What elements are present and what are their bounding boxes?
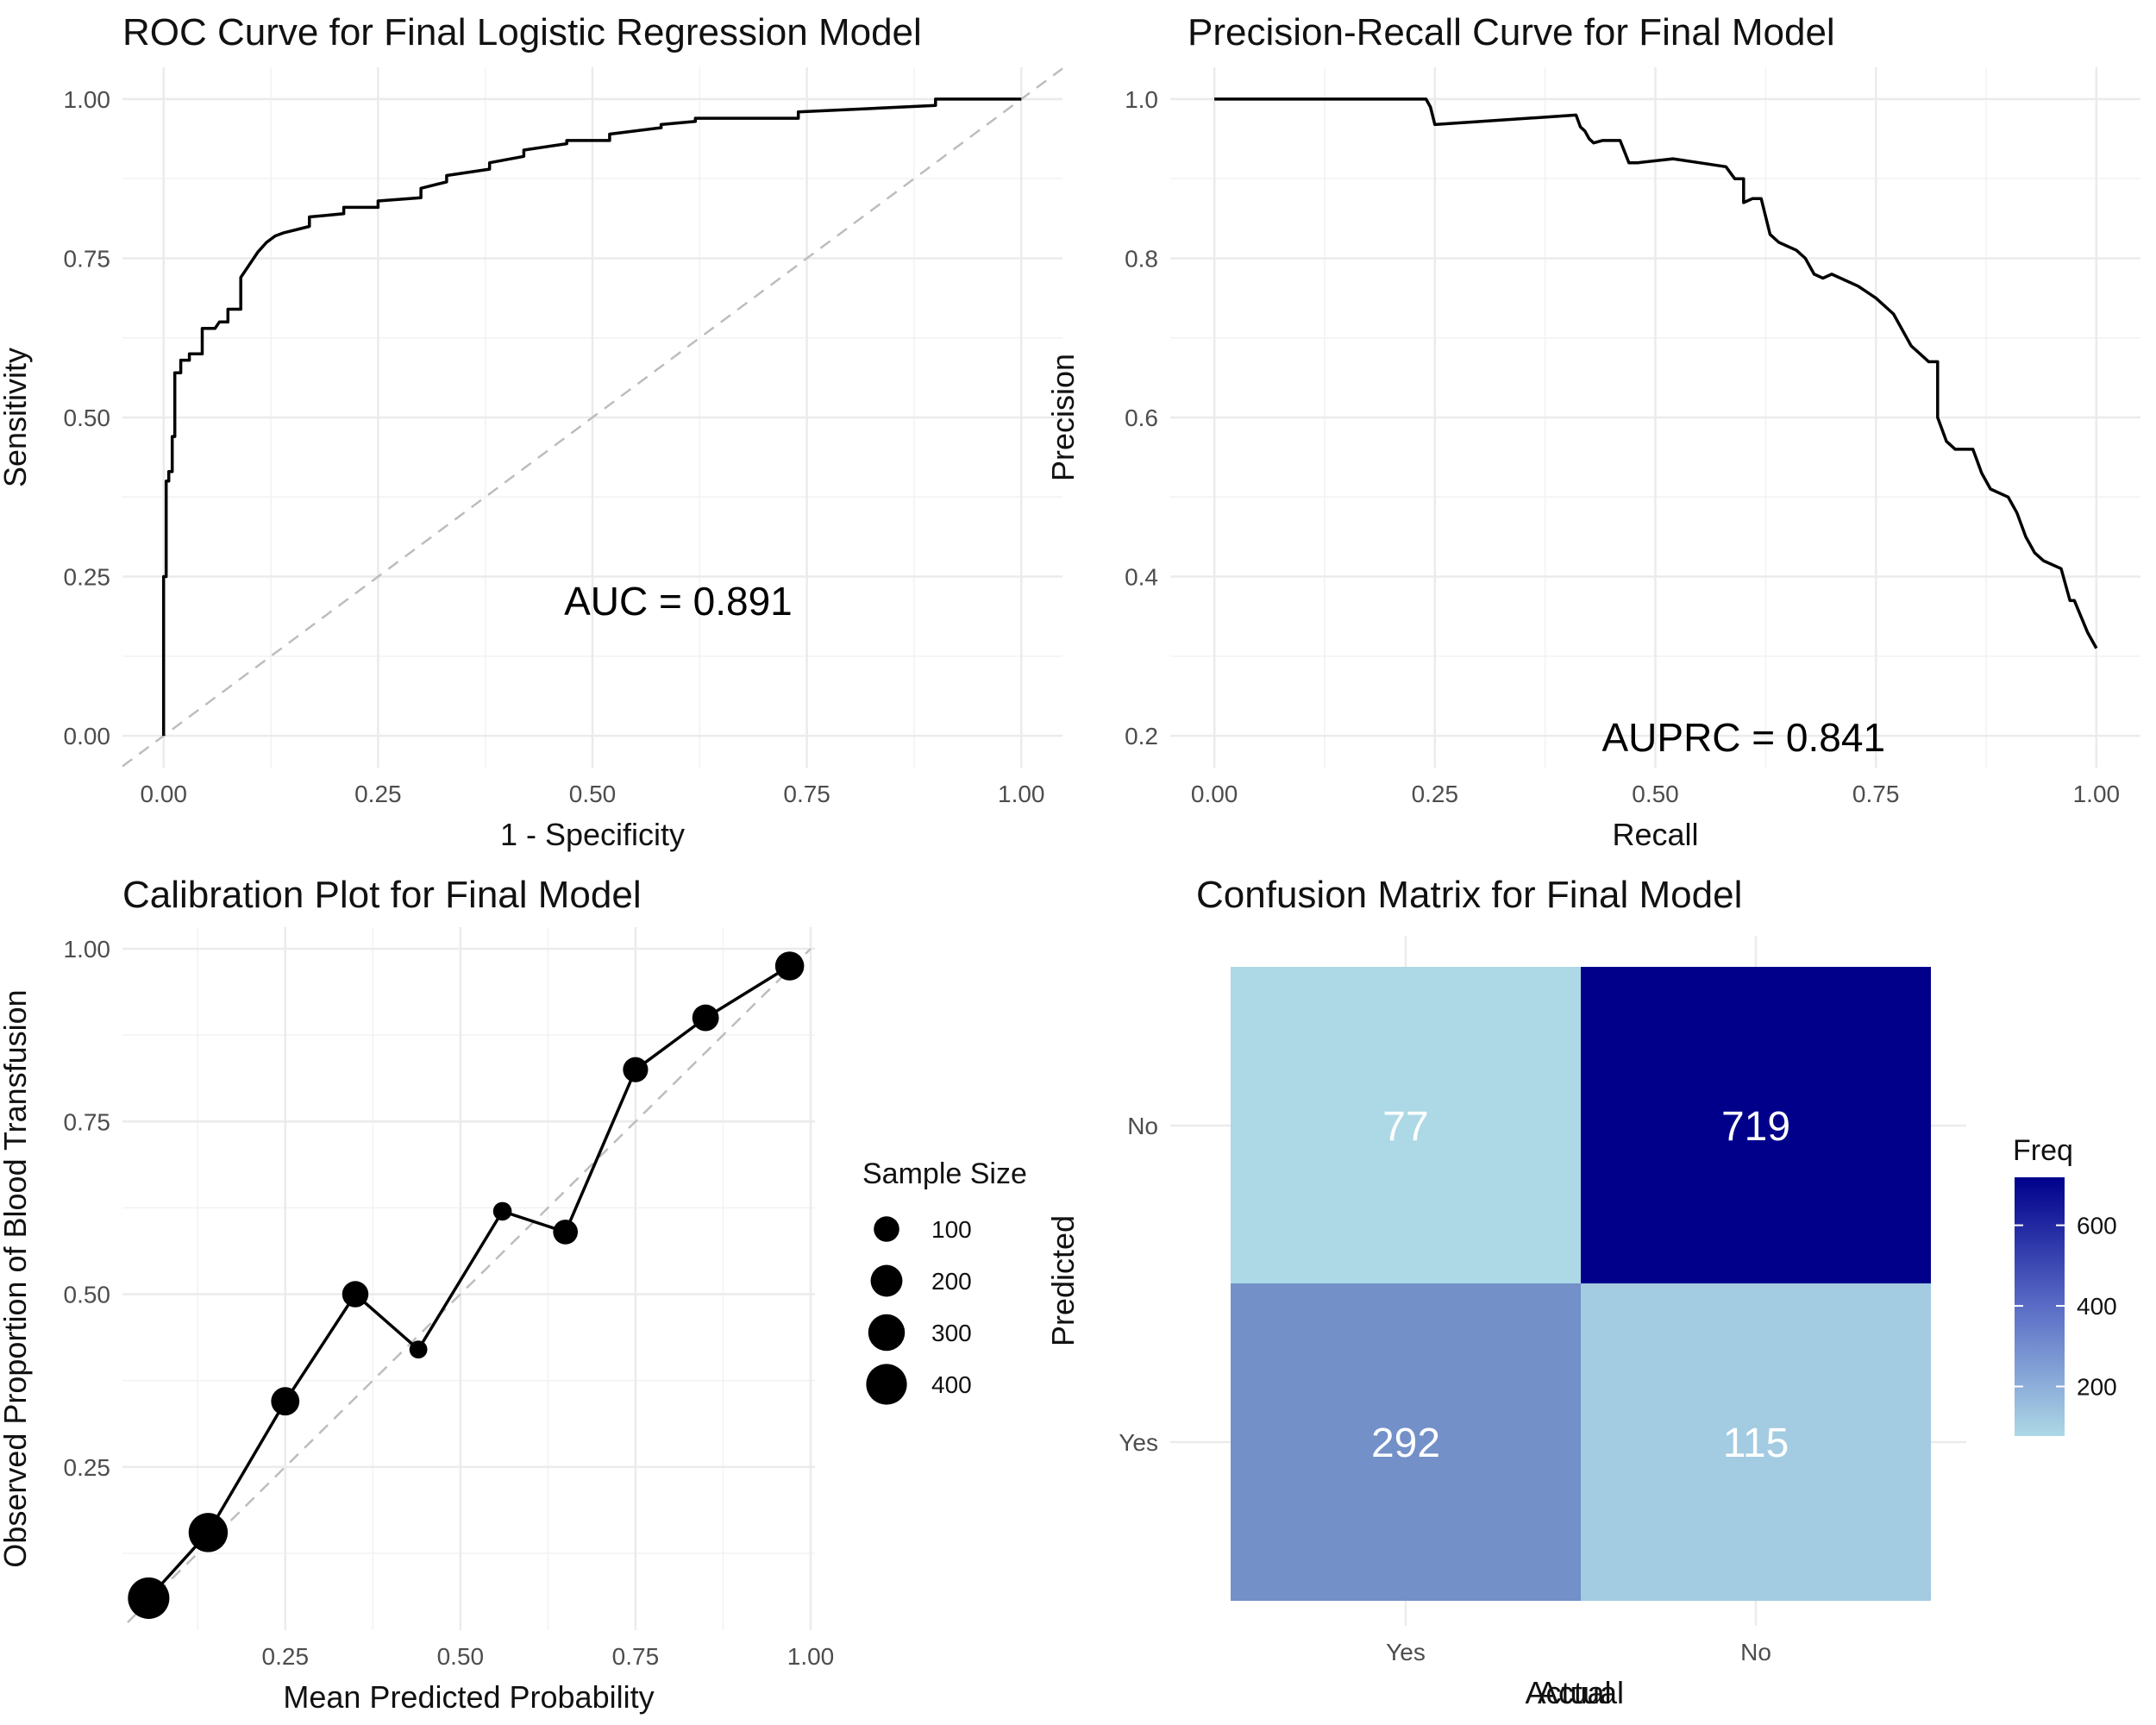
reference-diagonal [127, 948, 812, 1623]
x-tick-label: 1.00 [2073, 781, 2121, 807]
x-axis-title: Recall [1612, 817, 1698, 852]
y-axis-title: Precision [1045, 354, 1081, 481]
y-tick-label: 0.2 [1125, 723, 1158, 750]
y-tick-label: 0.75 [64, 245, 111, 272]
x-tick-label: 0.50 [569, 781, 617, 807]
calibration-point [342, 1281, 369, 1308]
color-bar-label: 200 [2077, 1374, 2117, 1401]
y-tick-label: 0.25 [64, 564, 111, 591]
chart-title: ROC Curve for Final Logistic Regression … [122, 11, 922, 53]
cell-value: 115 [1723, 1421, 1789, 1466]
calibration-point [409, 1340, 428, 1358]
calibration-point [623, 1057, 649, 1082]
legend-key [866, 1364, 907, 1405]
cell-value: 719 [1721, 1104, 1790, 1150]
y-tick-label: 0.00 [64, 723, 111, 750]
x-axis-title: Mean Predicted Probability [283, 1679, 654, 1715]
x-tick-label: Yes [1386, 1639, 1426, 1665]
x-tick-label: 0.00 [1191, 781, 1238, 807]
y-tick-label: No [1127, 1113, 1158, 1139]
x-tick-label: 0.25 [1412, 781, 1459, 807]
x-axis-title: Actual [1525, 1675, 1611, 1710]
y-axis-title: Predicted [1045, 1215, 1081, 1346]
legend-key [870, 1264, 903, 1297]
legend-title: Freq [2013, 1134, 2073, 1167]
cell-value: 77 [1382, 1104, 1428, 1150]
y-tick-label: 1.0 [1125, 86, 1158, 113]
y-tick-label: Yes [1119, 1429, 1158, 1456]
calibration-line [147, 964, 791, 1600]
cell-value: 292 [1371, 1421, 1440, 1466]
roc-curve-line [161, 97, 1022, 737]
pr-curve-line [1214, 97, 2098, 649]
legend-key [868, 1314, 906, 1352]
x-tick-label: 0.75 [783, 781, 830, 807]
y-tick-label: 0.50 [64, 1282, 111, 1308]
matrix-cell [1581, 1283, 1931, 1601]
calibration-chart: 0.25 0.50 0.75 1.00 0.25 0.50 0.75 1.00 Calibrat… [0, 874, 1027, 1715]
x-tick-label: 0.50 [437, 1643, 485, 1670]
legend-label: 300 [931, 1320, 972, 1346]
matrix-cell [1231, 967, 1581, 1284]
calibration-point [774, 951, 805, 981]
calibration-point [188, 1513, 229, 1552]
x-axis-title: 1 - Specificity [500, 817, 685, 852]
reference-diagonal [122, 67, 1063, 768]
calibration-point [692, 1004, 719, 1032]
legend-title: Sample Size [862, 1157, 1027, 1190]
auprc-annotation: AUPRC = 0.841 [1601, 715, 1885, 760]
y-tick-label: 0.8 [1125, 245, 1158, 272]
color-bar-label: 400 [2077, 1293, 2117, 1320]
y-tick-label: 1.00 [64, 86, 111, 113]
x-tick-label: 1.00 [787, 1643, 835, 1670]
matrix-cell [1231, 1283, 1581, 1601]
legend-label: 100 [931, 1216, 972, 1243]
chart-title: Precision-Recall Curve for Final Model [1188, 11, 1835, 53]
x-tick-label: 0.25 [262, 1643, 310, 1670]
y-tick-label: 0.6 [1125, 405, 1158, 431]
x-tick-label: 0.75 [612, 1643, 660, 1670]
calibration-point [553, 1220, 579, 1245]
legend-key [874, 1216, 899, 1242]
matrix-cell [1581, 967, 1931, 1284]
y-tick-label: 0.4 [1125, 564, 1158, 591]
x-tick-label: 0.25 [354, 781, 402, 807]
x-tick-label: 0.00 [140, 781, 187, 807]
color-bar-label: 600 [2077, 1213, 2117, 1239]
y-tick-label: 1.00 [64, 936, 111, 963]
x-axis-title: Actual [1538, 1675, 1624, 1710]
calibration-point [271, 1387, 300, 1416]
legend-label: 400 [931, 1371, 972, 1398]
x-tick-label: 0.50 [1632, 781, 1679, 807]
pr-chart: 0.00 0.25 0.50 0.75 1.00 0.2 0.4 0.6 0.8 1.0 AUPRC… [1045, 11, 2140, 852]
x-tick-label: No [1740, 1639, 1771, 1665]
chart-title: Calibration Plot for Final Model [122, 874, 642, 916]
y-tick-label: 0.50 [64, 405, 111, 431]
y-axis-title: Sensitivity [0, 348, 33, 487]
x-tick-label: 0.75 [1852, 781, 1900, 807]
auc-annotation: AUC = 0.891 [564, 579, 793, 624]
calibration-point [128, 1577, 170, 1619]
chart-title: Confusion Matrix for Final Model [1196, 874, 1742, 916]
y-axis-title: Observed Proportion of Blood Transfusion [0, 989, 33, 1567]
y-tick-label: 0.75 [64, 1108, 111, 1135]
y-tick-label: 0.25 [64, 1454, 111, 1481]
calibration-point [492, 1201, 512, 1221]
legend-label: 200 [931, 1268, 972, 1295]
roc-chart: 0.00 0.25 0.50 0.75 1.00 0.00 0.25 0.50 0.75 1.00… [0, 11, 1063, 852]
x-tick-label: 1.00 [998, 781, 1045, 807]
confusion-matrix-chart: 77 719 292 115 Yes No No Yes Confusion Matrix fo… [1045, 874, 2117, 1710]
